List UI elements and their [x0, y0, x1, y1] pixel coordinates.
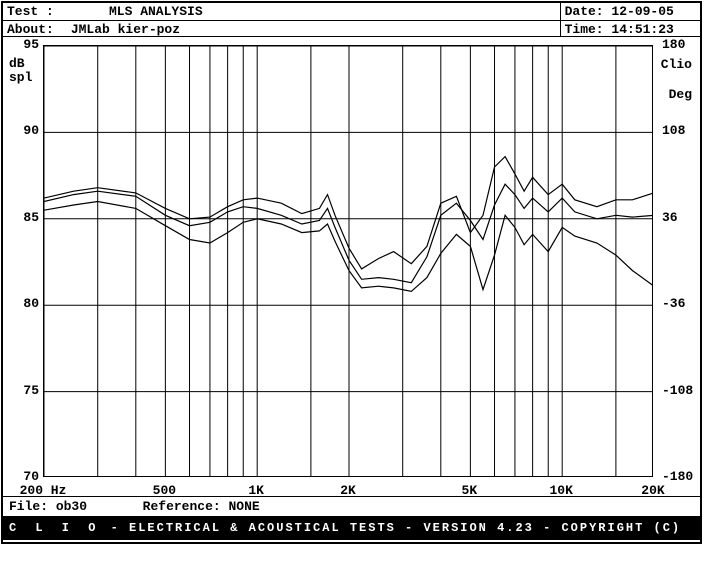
plot-area: dBspl ClioDeg 70 75 80 85 90 95 -180 -108 -36 36 1… — [3, 37, 700, 497]
y-left-tick: 95 — [3, 37, 43, 52]
file-value: ob30 — [56, 499, 87, 514]
analysis-title: MLS ANALYSIS — [71, 3, 241, 20]
time-value: 14:51:23 — [611, 22, 673, 37]
frequency-response-chart — [43, 45, 653, 477]
x-tick: 5K — [462, 483, 478, 498]
file-label: File: — [9, 499, 48, 514]
about-label: About: — [7, 21, 63, 38]
date-label: Date: — [565, 4, 604, 19]
brand: C L I O — [9, 521, 101, 535]
x-tick: 200 Hz — [20, 483, 67, 498]
x-tick: 2K — [340, 483, 356, 498]
test-label: Test : — [7, 3, 63, 20]
x-tick: 10K — [549, 483, 572, 498]
x-tick: 20K — [641, 483, 664, 498]
ref-label: Reference: — [143, 499, 221, 514]
date-value: 12-09-05 — [611, 4, 673, 19]
x-tick: 500 — [153, 483, 176, 498]
header-bar: Test : MLS ANALYSIS About: JMLab kier-po… — [3, 3, 700, 37]
ref-value: NONE — [229, 499, 260, 514]
y-left-tick: 70 — [3, 469, 43, 484]
y-right-unit: ClioDeg — [661, 57, 692, 102]
clio-window: Test : MLS ANALYSIS About: JMLab kier-po… — [1, 1, 702, 544]
y-left-unit: dBspl — [9, 57, 32, 86]
y-left-tick: 90 — [3, 123, 43, 138]
y-right-tick: 180 — [660, 37, 700, 52]
y-right-tick: 108 — [660, 123, 700, 138]
status-text: - ELECTRICAL & ACOUSTICAL TESTS - VERSIO… — [9, 521, 681, 558]
y-right-tick: -108 — [660, 383, 700, 398]
y-left-tick: 75 — [3, 383, 43, 398]
about-value: JMLab kier-poz — [71, 22, 180, 37]
time-label: Time: — [565, 22, 604, 37]
footer-bar: File: ob30 Reference: NONE — [3, 497, 700, 517]
y-left-tick: 85 — [3, 210, 43, 225]
x-tick: 1K — [248, 483, 264, 498]
y-left-tick: 80 — [3, 296, 43, 311]
y-right-tick: -180 — [660, 469, 700, 484]
status-bar: C L I O - ELECTRICAL & ACOUSTICAL TESTS … — [3, 517, 700, 540]
y-right-tick: 36 — [660, 210, 700, 225]
y-right-tick: -36 — [660, 296, 700, 311]
